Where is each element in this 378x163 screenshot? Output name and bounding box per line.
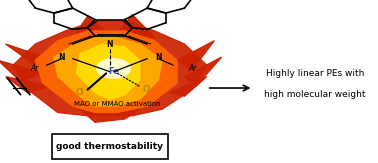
Text: good thermostability: good thermostability xyxy=(56,142,163,151)
Text: Highly linear PEs with: Highly linear PEs with xyxy=(266,69,364,78)
Text: Ar: Ar xyxy=(31,64,39,73)
Polygon shape xyxy=(76,44,140,99)
Polygon shape xyxy=(177,41,214,70)
Text: Fe: Fe xyxy=(108,67,119,76)
Polygon shape xyxy=(54,36,162,106)
Polygon shape xyxy=(36,31,177,112)
Text: MAO or MMAO activation: MAO or MMAO activation xyxy=(74,101,161,107)
Text: N: N xyxy=(107,39,113,49)
Polygon shape xyxy=(118,15,155,37)
Polygon shape xyxy=(80,109,140,122)
Text: N: N xyxy=(58,52,65,62)
Polygon shape xyxy=(13,21,207,116)
Text: N: N xyxy=(155,52,162,62)
Polygon shape xyxy=(184,57,222,86)
Polygon shape xyxy=(170,77,207,96)
FancyBboxPatch shape xyxy=(52,134,168,159)
Polygon shape xyxy=(73,16,110,37)
Ellipse shape xyxy=(97,59,130,78)
Text: Ar: Ar xyxy=(188,64,197,73)
Polygon shape xyxy=(6,44,54,65)
Text: high molecular weight: high molecular weight xyxy=(264,90,366,99)
Polygon shape xyxy=(0,60,43,82)
Text: Cl: Cl xyxy=(76,88,84,97)
Polygon shape xyxy=(6,77,50,93)
Text: Cl: Cl xyxy=(143,85,151,94)
